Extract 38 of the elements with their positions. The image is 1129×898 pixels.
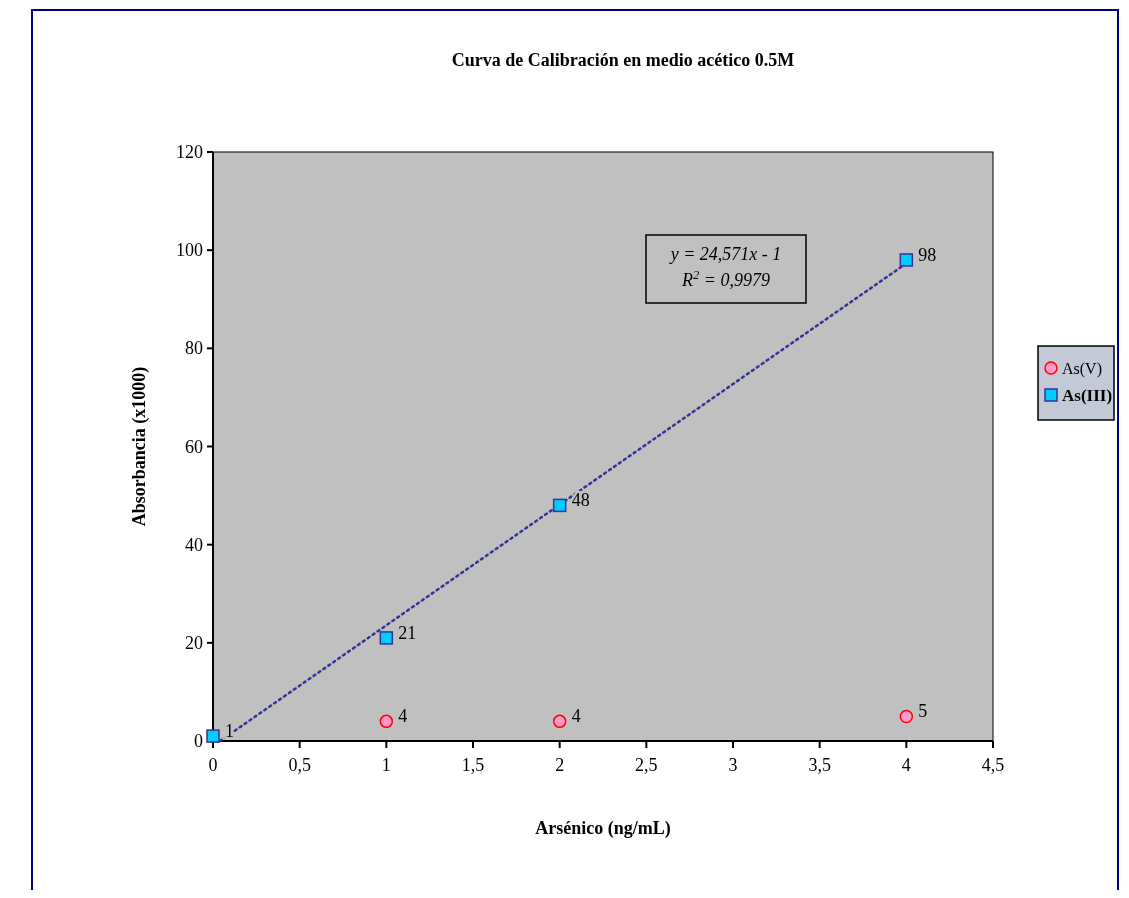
x-tick-label: 2 [555,755,565,775]
point [552,714,567,729]
data-label: 98 [918,244,937,265]
data-label: 4 [571,706,581,727]
y-tick-label: 60 [185,436,203,457]
data-label: 48 [571,490,590,511]
x-tick-label: 3 [728,755,738,775]
x-tick-label: 4,5 [981,755,1005,775]
x-tick-label: 2,5 [635,755,658,775]
point [206,729,220,743]
point [379,631,394,645]
point [552,498,567,513]
x-axis-title: Arsénico (ng/mL) [535,818,671,839]
annotation: y = 24,571x - 1 [668,244,782,264]
x-tick-label: 4 [901,755,911,775]
x-tick-label: 3,5 [808,755,831,775]
chart-title: Curva de Calibración en medio acético 0.5M [451,50,795,70]
legend-label: As(III) [1062,386,1113,405]
y-tick-label: 20 [185,632,203,653]
legend-label: As(V) [1062,360,1102,378]
annotation: R$^{2}$ = 0,9979 [681,268,770,290]
data-label: 5 [918,701,928,722]
data-label: 21 [398,622,417,643]
y-tick-label: 80 [185,338,203,359]
y-tick-label: 100 [176,240,203,261]
data-label: 1 [225,721,234,742]
y-tick-label: 0 [194,731,203,751]
y-tick-label: 120 [176,142,203,162]
x-tick-label: 1 [381,755,391,775]
point [379,714,394,729]
x-tick-label: 0,5 [288,755,311,775]
point [899,709,914,724]
x-tick-label: 1,5 [461,755,485,775]
x-tick-label: 0 [208,755,218,775]
y-axis-title: Absorbancia (x1000) [129,366,150,527]
data-label: 4 [398,706,408,727]
y-tick-label: 40 [185,534,203,555]
point [899,253,914,267]
